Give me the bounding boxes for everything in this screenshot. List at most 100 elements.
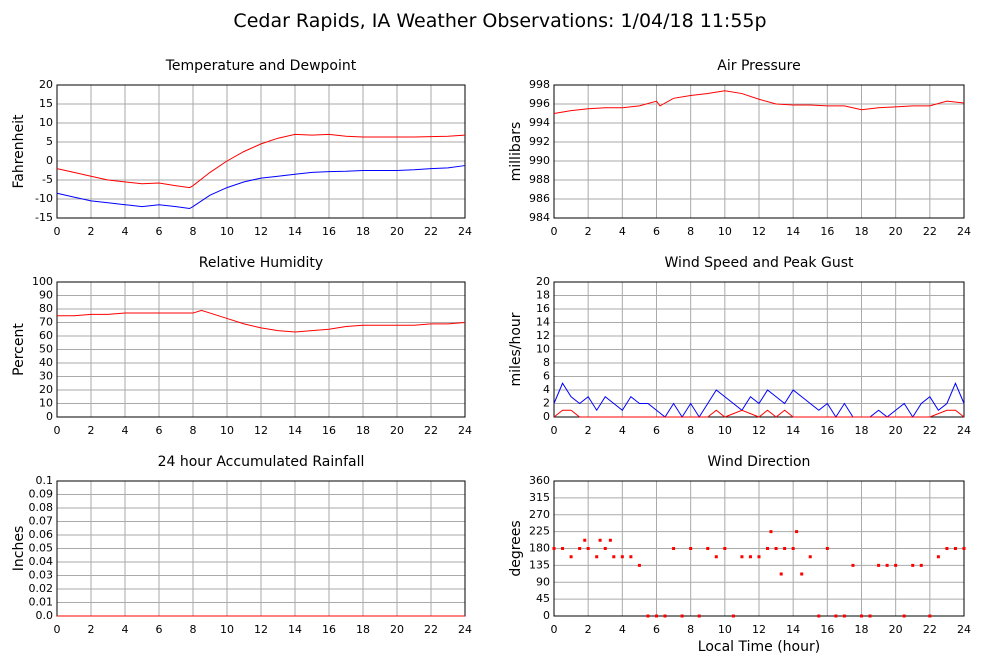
panel-title: Relative Humidity <box>199 255 323 271</box>
y-tick-label: 0.08 <box>29 501 54 514</box>
data-line <box>57 309 466 333</box>
y-tick-label: 70 <box>39 316 53 329</box>
panel-title: Temperature and Dewpoint <box>165 58 357 74</box>
x-tick-label: 10 <box>220 424 234 437</box>
x-tick-label: 14 <box>786 623 800 636</box>
data-point <box>637 563 641 567</box>
data-point <box>936 555 940 559</box>
y-tick-label: 135 <box>529 558 550 571</box>
data-point <box>902 614 906 618</box>
y-tick-label: 50 <box>39 343 53 356</box>
data-point <box>598 538 602 542</box>
data-point <box>928 614 932 618</box>
x-tick-label: 14 <box>786 225 800 238</box>
panel-title: Air Pressure <box>717 58 800 74</box>
y-tick-label: 20 <box>39 383 53 396</box>
y-tick-label: 18 <box>536 289 550 302</box>
x-tick-label: 20 <box>390 623 404 636</box>
x-tick-label: 2 <box>88 424 95 437</box>
x-tick-label: 6 <box>156 623 163 636</box>
y-tick-label: 90 <box>536 575 550 588</box>
y-tick-label: 225 <box>529 525 550 538</box>
x-tick-label: 12 <box>254 225 268 238</box>
data-point <box>851 563 855 567</box>
data-point <box>783 547 787 550</box>
x-tick-label: 18 <box>356 225 370 238</box>
y-tick-label: 4 <box>543 383 550 396</box>
x-tick-label: 16 <box>322 424 336 437</box>
data-point <box>740 555 744 559</box>
data-line <box>553 381 965 418</box>
x-tick-label: 18 <box>855 424 869 437</box>
x-tick-label: 2 <box>88 225 95 238</box>
y-tick-label: 10 <box>39 397 53 410</box>
y-tick-label: 180 <box>529 542 550 555</box>
y-tick-label: 360 <box>529 474 550 487</box>
x-tick-label: 22 <box>424 424 438 437</box>
x-tick-label: 16 <box>820 623 834 636</box>
x-tick-label: 12 <box>752 623 766 636</box>
x-tick-label: 8 <box>687 225 694 238</box>
y-tick-label: 0.05 <box>29 542 54 555</box>
x-tick-label: 4 <box>619 225 626 238</box>
y-tick-label: 0.06 <box>29 528 54 541</box>
x-tick-label: 22 <box>424 225 438 238</box>
data-point <box>860 614 863 618</box>
x-axis-label: Local Time (hour) <box>698 639 820 655</box>
y-axis-label: millibars <box>508 122 524 182</box>
y-tick-label: 10 <box>39 116 53 129</box>
panel-title: Wind Speed and Peak Gust <box>665 255 854 271</box>
x-tick-label: 14 <box>786 424 800 437</box>
x-tick-label: 2 <box>585 424 592 437</box>
y-tick-label: 315 <box>529 491 550 504</box>
x-tick-label: 18 <box>855 225 869 238</box>
x-tick-label: 6 <box>156 424 163 437</box>
x-tick-label: 16 <box>820 225 834 238</box>
data-point <box>868 614 872 618</box>
x-tick-label: 4 <box>619 623 626 636</box>
x-tick-label: 2 <box>585 623 592 636</box>
y-axis-label: Fahrenheit <box>11 114 27 189</box>
x-tick-label: 16 <box>322 225 336 238</box>
x-tick-label: 0 <box>54 225 61 238</box>
data-point <box>825 547 829 550</box>
plot-border <box>553 84 965 219</box>
y-tick-label: -10 <box>35 192 53 205</box>
y-tick-label: 988 <box>529 173 550 186</box>
x-tick-label: 8 <box>190 424 197 437</box>
y-tick-label: 30 <box>39 370 53 383</box>
data-point <box>808 555 812 559</box>
data-point <box>894 563 898 567</box>
x-tick-label: 4 <box>122 424 129 437</box>
x-tick-label: 12 <box>752 424 766 437</box>
x-tick-label: 22 <box>923 225 937 238</box>
x-tick-label: 0 <box>551 424 558 437</box>
data-point <box>842 614 846 618</box>
data-point <box>655 614 658 618</box>
x-tick-label: 22 <box>923 623 937 636</box>
data-point <box>629 555 633 559</box>
x-tick-label: 10 <box>220 225 234 238</box>
data-point <box>766 547 770 550</box>
data-point <box>748 555 752 559</box>
x-tick-label: 10 <box>220 623 234 636</box>
panel-title: 24 hour Accumulated Rainfall <box>158 454 365 470</box>
plot-border <box>56 281 466 418</box>
y-tick-label: 6 <box>543 370 550 383</box>
data-point <box>795 530 799 534</box>
x-tick-label: 20 <box>390 424 404 437</box>
x-tick-label: 0 <box>551 623 558 636</box>
x-tick-label: 2 <box>88 623 95 636</box>
x-tick-label: 20 <box>390 225 404 238</box>
data-point <box>663 614 667 618</box>
plot-border <box>56 84 466 219</box>
data-point <box>608 538 612 542</box>
x-tick-label: 24 <box>458 424 472 437</box>
x-tick-label: 12 <box>752 225 766 238</box>
data-line <box>56 165 466 210</box>
panel-title: Wind Direction <box>708 454 811 470</box>
data-point <box>714 555 718 559</box>
y-tick-label: 90 <box>39 289 53 302</box>
y-tick-label: 60 <box>39 329 53 342</box>
